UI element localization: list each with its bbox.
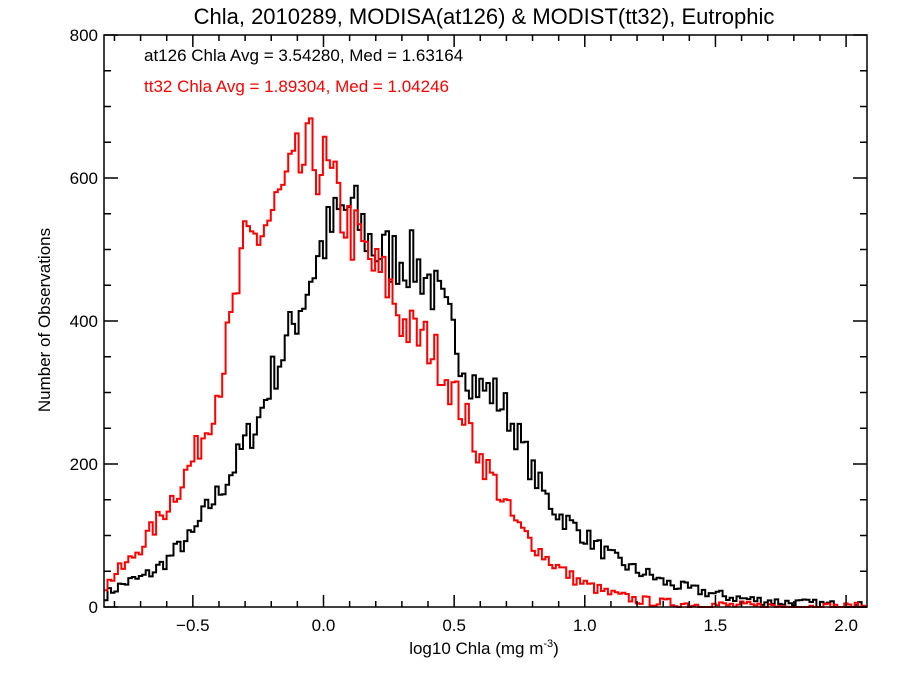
x-tick-label-3: 1.0 [573, 616, 597, 635]
x-tick-label-5: 2.0 [834, 616, 858, 635]
x-tick-label-4: 1.5 [704, 616, 728, 635]
x-axis-label-close: ) [553, 639, 559, 658]
y-tick-label-4: 800 [70, 26, 98, 45]
legend-entry-at126: at126 Chla Avg = 3.54280, Med = 1.63164 [144, 46, 463, 65]
legend: at126 Chla Avg = 3.54280, Med = 1.63164 … [144, 46, 463, 96]
ticks-layer: −0.5 0.0 0.5 1.0 1.5 2.0 0 200 400 600 800 [70, 26, 867, 635]
x-tick-label-1: 0.0 [312, 616, 336, 635]
y-tick-label-3: 600 [70, 169, 98, 188]
plot-frame [103, 34, 868, 608]
y-tick-label-2: 400 [70, 312, 98, 331]
x-axis-label-exponent: -3 [543, 638, 553, 650]
y-tick-label-1: 200 [70, 455, 98, 474]
series-layer [104, 117, 867, 608]
series-line-1 [104, 117, 867, 608]
y-tick-label-0: 0 [89, 598, 98, 617]
x-axis-label: log10 Chla (mg m-3) [409, 638, 559, 658]
series-line-0 [104, 184, 867, 608]
y-axis-label: Number of Observations [35, 228, 54, 412]
chart-title: Chla, 2010289, MODISA(at126) & MODIST(tt… [194, 4, 775, 29]
x-tick-label-2: 0.5 [442, 616, 466, 635]
x-tick-label-0: −0.5 [176, 616, 210, 635]
legend-entry-tt32: tt32 Chla Avg = 1.89304, Med = 1.04246 [144, 77, 449, 96]
x-axis-label-main: log10 Chla (mg m [409, 639, 543, 658]
